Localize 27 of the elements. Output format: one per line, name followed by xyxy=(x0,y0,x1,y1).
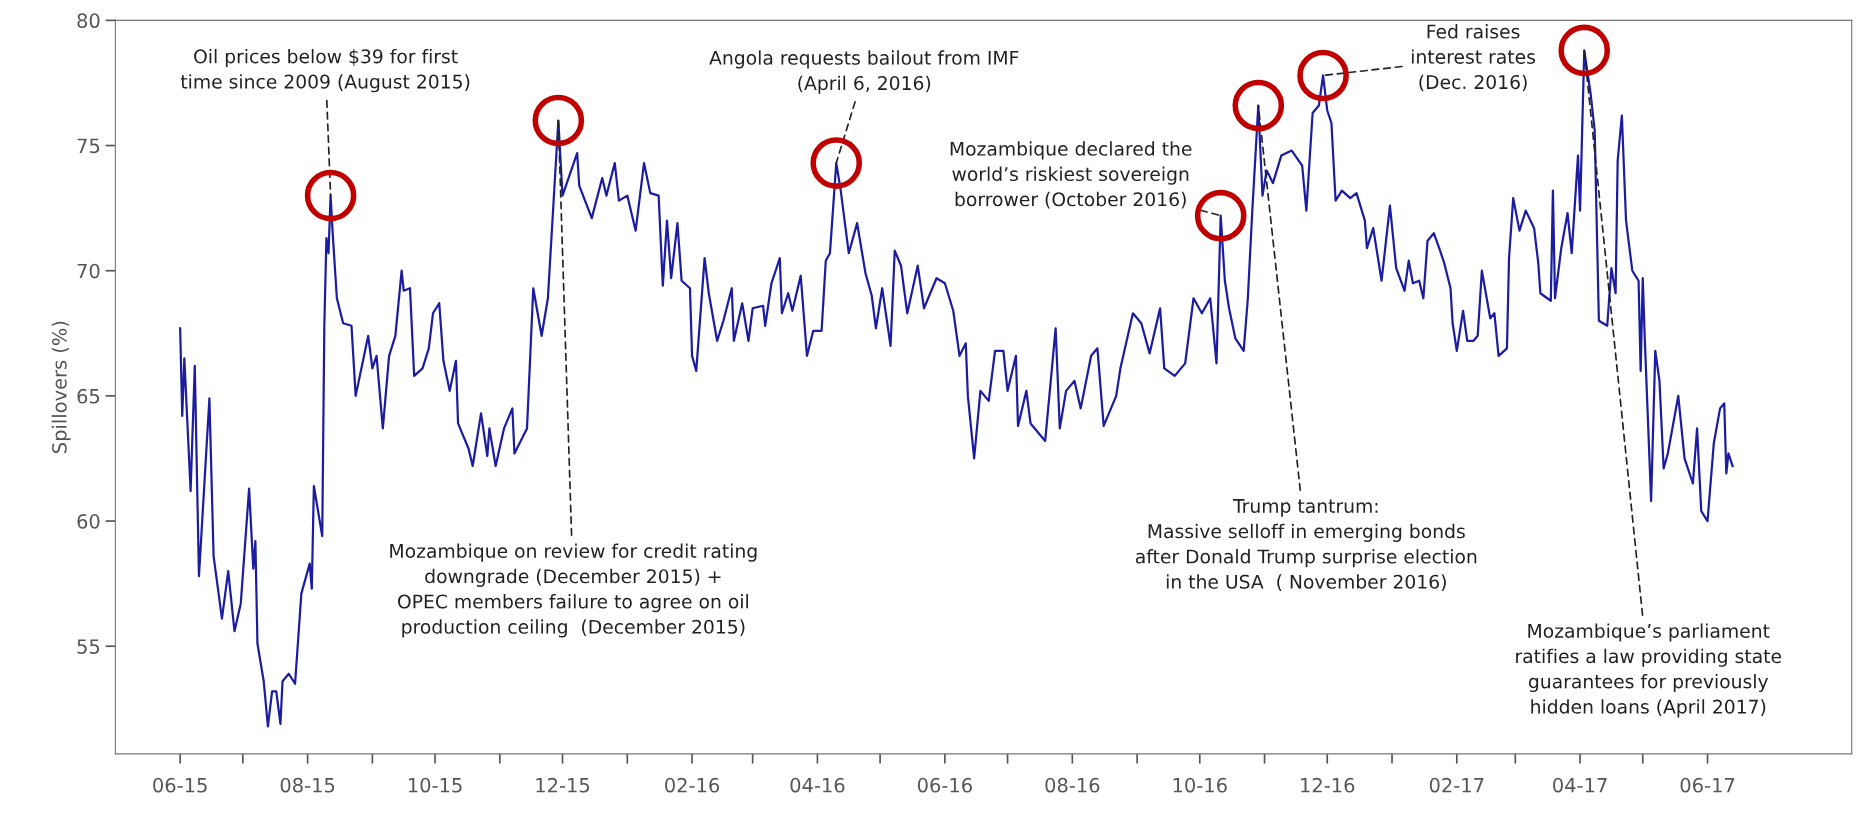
x-tick-label: 10-16 xyxy=(1173,777,1227,793)
x-tick-label: 06-17 xyxy=(1680,777,1735,793)
y-tick-label: 60 xyxy=(77,514,100,529)
x-tick-label: 06-16 xyxy=(917,777,972,793)
annotation: Mozambique on review for credit rating downgrade (December 2015) + OPEC members failure to agree on oil production ceiling (December 2015) xyxy=(390,543,757,638)
x-tick-label: 12-15 xyxy=(536,777,590,793)
x-tick-label: 02-16 xyxy=(665,777,720,793)
x-tick-label: 08-16 xyxy=(1045,777,1100,793)
annotation: Mozambique declared the world’s riskiest sovereign borrower (October 2016) xyxy=(950,141,1192,209)
annotation: Angola requests bailout from IMF (April 6, 2016) xyxy=(709,50,1019,94)
y-tick-label: 70 xyxy=(77,263,100,279)
y-tick-label: 80 xyxy=(77,13,100,29)
x-tick-label: 02-17 xyxy=(1429,777,1484,793)
x-tick-label: 10-15 xyxy=(408,777,462,793)
annotation: Oil prices below $39 for first time since 2009 (August 2015) xyxy=(180,48,470,93)
annotation: Fed raises interest rates (Dec. 2016) xyxy=(1411,24,1536,92)
x-tick-label: 04-16 xyxy=(790,777,845,793)
y-tick-label: 65 xyxy=(77,388,100,404)
x-tick-label: 12-16 xyxy=(1301,777,1355,793)
x-tick-label: 08-15 xyxy=(280,777,335,793)
annotation: Trump tantrum: Massive selloff in emerging bonds after Donald Trump surprise election in the USA ( November 2016) xyxy=(1135,499,1477,592)
x-tick-label: 06-15 xyxy=(153,777,207,793)
y-axis-title: Spillovers (%) xyxy=(51,321,71,453)
y-tick-label: 75 xyxy=(77,138,100,154)
annotation: Mozambique’s parliament ratifies a law providing state guarantees for previously hidden loans (April 2017) xyxy=(1516,623,1782,718)
x-tick-label: 04-17 xyxy=(1553,777,1607,793)
y-tick-label: 55 xyxy=(77,639,100,654)
